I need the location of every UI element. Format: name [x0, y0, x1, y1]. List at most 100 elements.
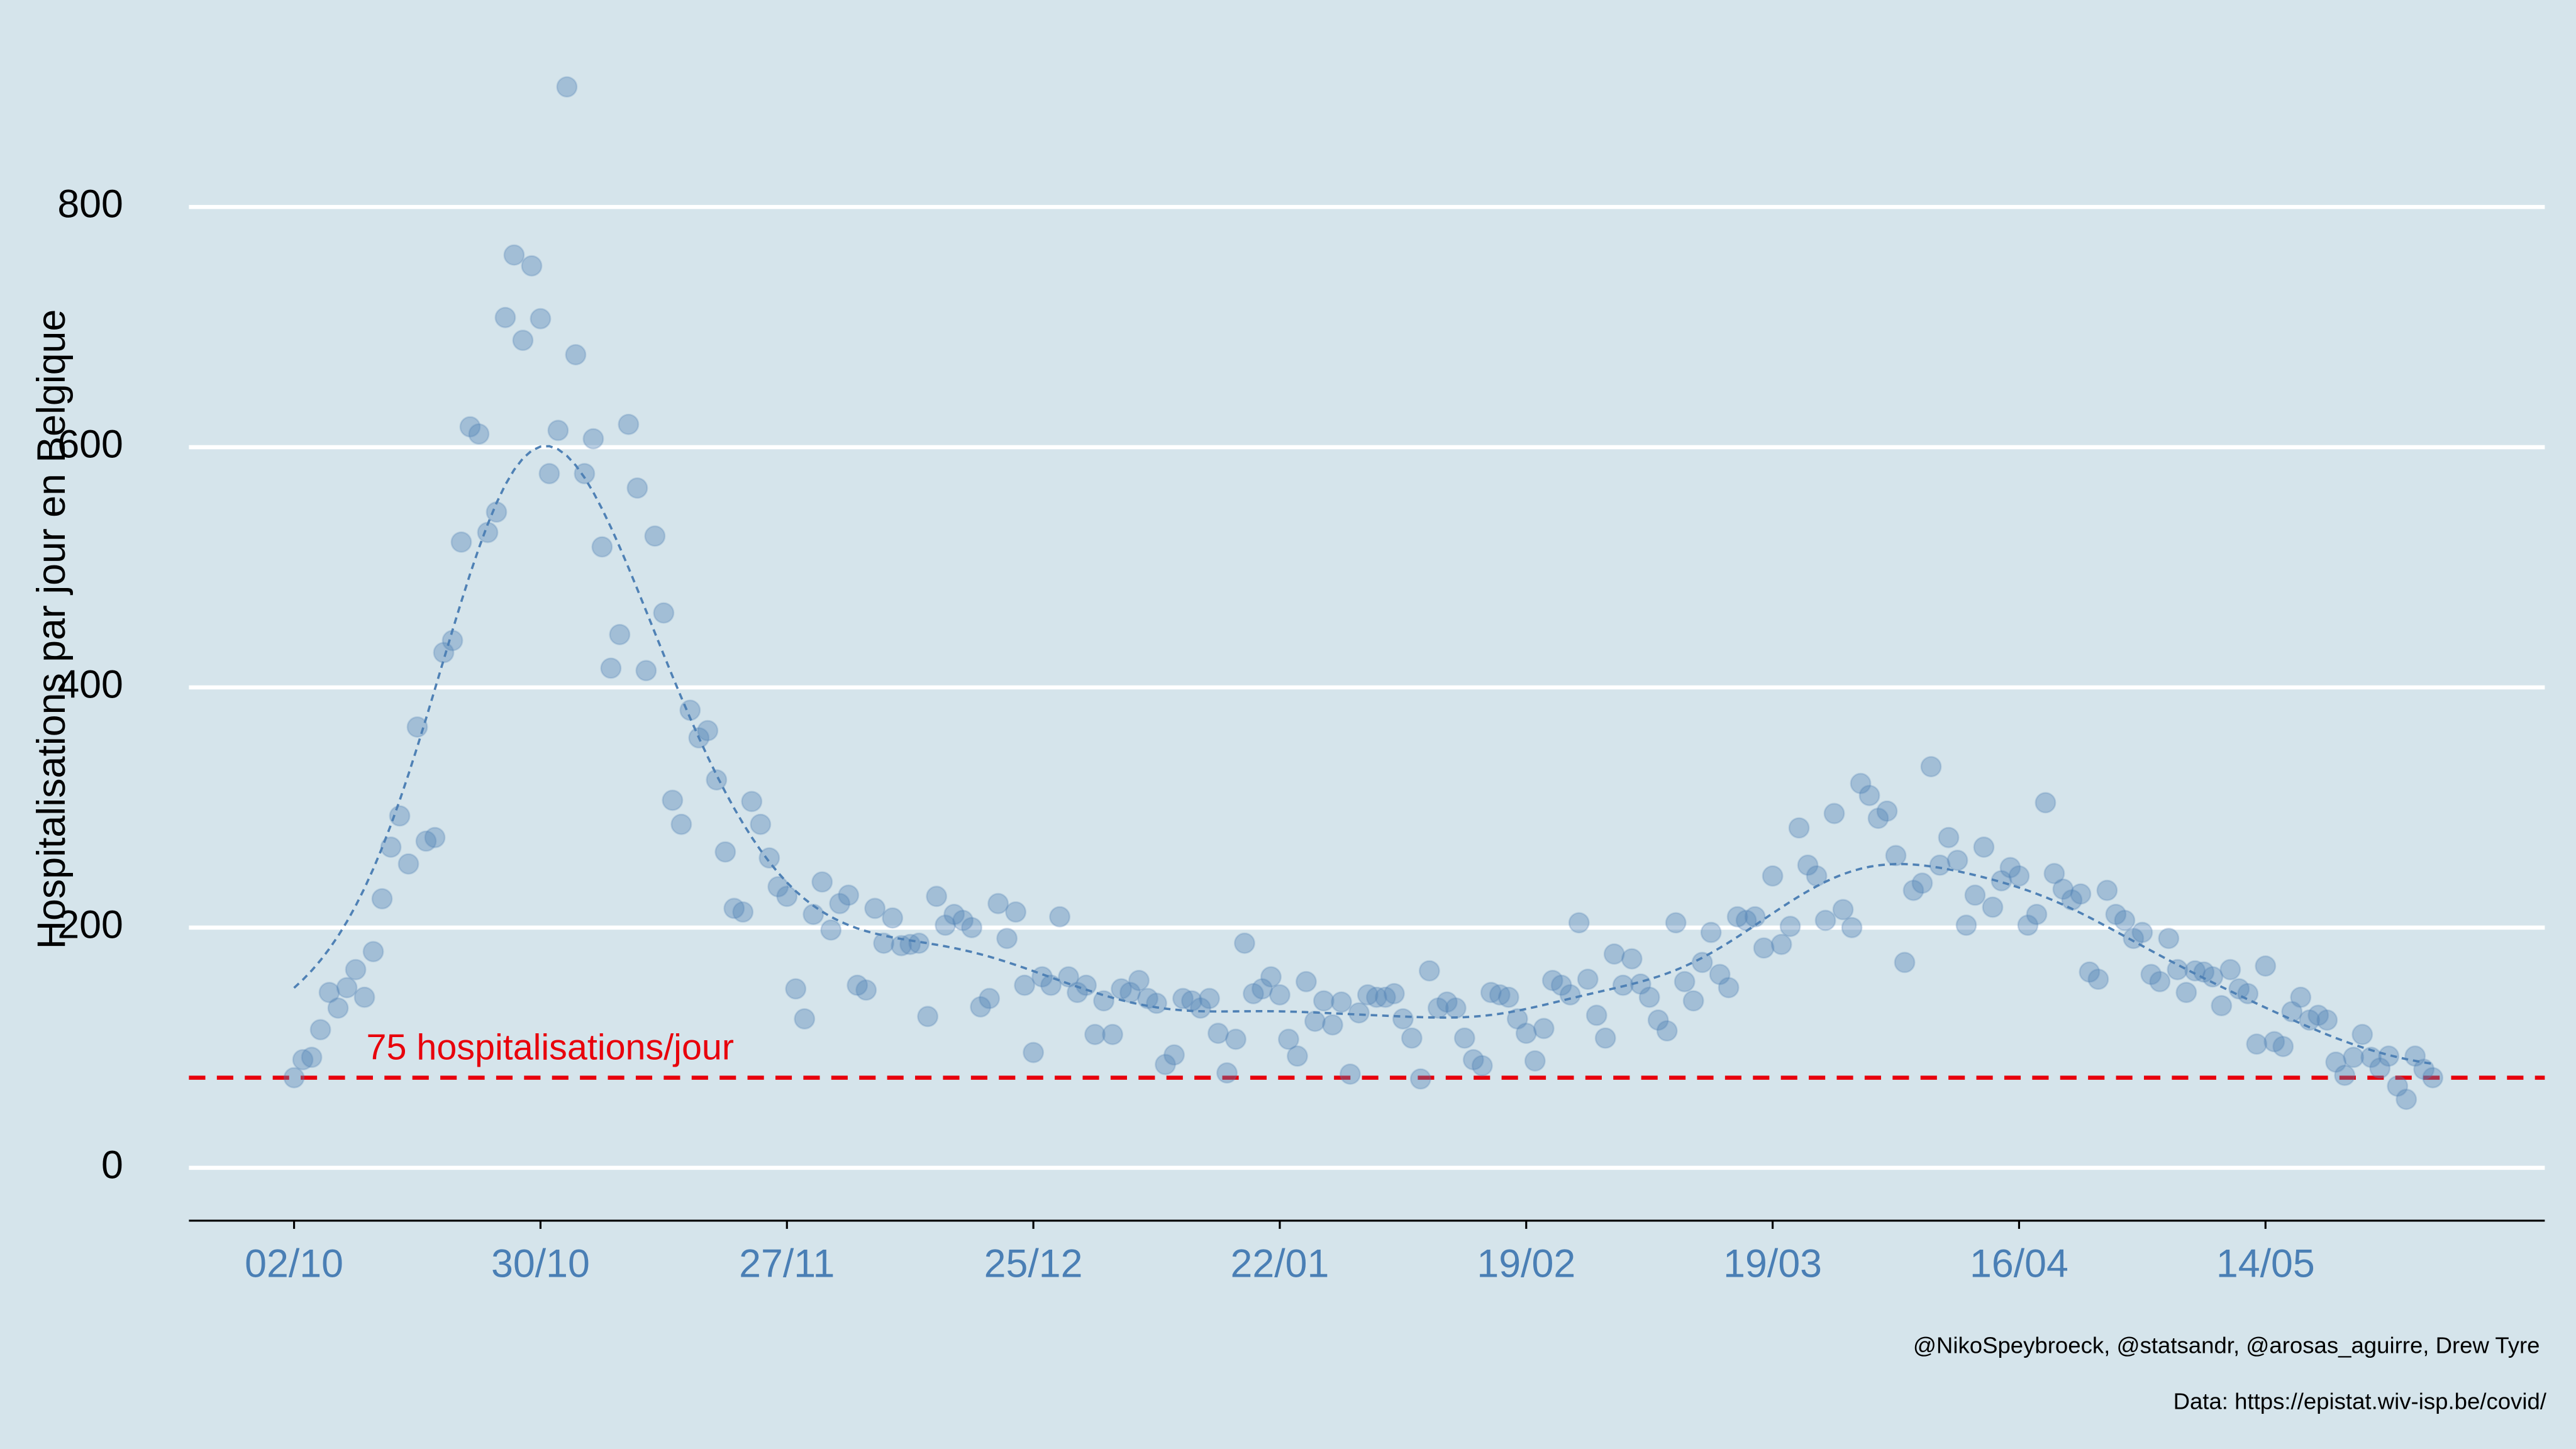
point — [1445, 997, 1467, 1019]
point — [538, 463, 560, 485]
point — [1621, 948, 1643, 970]
point — [1471, 1055, 1493, 1077]
point — [2413, 1058, 2435, 1080]
point — [1374, 986, 1396, 1008]
point — [2351, 1023, 2373, 1045]
point — [2087, 969, 2109, 991]
point — [2246, 1033, 2268, 1055]
point — [1515, 1023, 1537, 1044]
point — [987, 892, 1009, 914]
point — [1137, 987, 1159, 1009]
point — [2123, 928, 2145, 950]
point — [891, 935, 913, 957]
point — [723, 897, 745, 919]
point — [1955, 914, 1977, 936]
point — [1550, 974, 1572, 996]
point — [1806, 865, 1828, 887]
point — [1075, 974, 1097, 996]
point — [1841, 916, 1863, 938]
point — [1199, 987, 1220, 1009]
point — [380, 836, 402, 858]
point — [2114, 909, 2136, 931]
point — [1418, 960, 1440, 982]
point — [1850, 772, 1872, 794]
point — [1629, 973, 1652, 995]
point — [1005, 901, 1027, 923]
point — [2026, 903, 2048, 925]
point — [1365, 986, 1387, 1008]
point — [855, 979, 877, 1001]
point — [1946, 850, 1968, 871]
point — [2070, 883, 2092, 905]
y-tick-label: 400 — [57, 663, 123, 707]
point — [2167, 958, 2189, 980]
point — [2175, 982, 2197, 1004]
point — [1260, 966, 1282, 988]
point — [2131, 921, 2153, 943]
point — [644, 525, 666, 547]
point — [574, 463, 596, 485]
point — [2422, 1067, 2444, 1089]
point — [767, 876, 789, 897]
point — [1797, 854, 1819, 876]
point — [758, 847, 780, 869]
smooth-line — [293, 445, 2433, 1065]
point — [1744, 906, 1766, 928]
point — [353, 986, 375, 1008]
point — [1497, 986, 1519, 1008]
point — [2343, 1046, 2365, 1069]
point — [1902, 879, 1924, 901]
point — [618, 413, 640, 435]
point — [309, 1019, 331, 1041]
point — [1277, 1028, 1299, 1050]
point — [1224, 1028, 1246, 1050]
point — [750, 813, 772, 835]
point — [1867, 808, 1889, 830]
point — [1146, 992, 1167, 1014]
point — [2404, 1045, 2426, 1067]
point — [979, 987, 1001, 1009]
point — [565, 344, 587, 366]
point — [1506, 1008, 1528, 1030]
point — [1762, 865, 1784, 887]
point — [1674, 970, 1696, 992]
point — [1067, 982, 1089, 1004]
y-tick-label: 0 — [101, 1143, 123, 1187]
point — [1647, 1009, 1669, 1031]
point — [1665, 912, 1687, 934]
point — [1102, 1023, 1124, 1045]
point — [1929, 854, 1951, 876]
point — [1858, 784, 1880, 806]
point — [1313, 990, 1335, 1012]
point — [459, 416, 481, 438]
point — [802, 903, 824, 925]
point — [1295, 970, 1317, 992]
point — [1990, 870, 2012, 892]
point — [1999, 857, 2021, 879]
point — [785, 978, 807, 1000]
point — [2334, 1064, 2356, 1086]
threshold-label: 75 hospitalisations/jour — [367, 1027, 734, 1067]
x-tick-label: 25/12 — [984, 1242, 1083, 1286]
point — [935, 914, 957, 936]
point — [1392, 1008, 1414, 1030]
point — [1964, 884, 1986, 906]
point — [847, 974, 869, 996]
point — [1216, 1062, 1238, 1084]
point — [1251, 978, 1273, 1000]
point — [2237, 982, 2259, 1004]
point — [1242, 982, 1264, 1004]
point — [2307, 1004, 2329, 1026]
point — [2043, 863, 2065, 884]
point — [1172, 987, 1194, 1009]
point — [829, 892, 851, 914]
point — [776, 886, 798, 908]
point — [2008, 865, 2030, 887]
point — [1128, 969, 1150, 991]
x-tick-label: 19/03 — [1723, 1242, 1822, 1286]
point — [1700, 921, 1722, 943]
point — [662, 789, 684, 811]
point — [1832, 899, 1854, 921]
point — [2140, 963, 2162, 985]
